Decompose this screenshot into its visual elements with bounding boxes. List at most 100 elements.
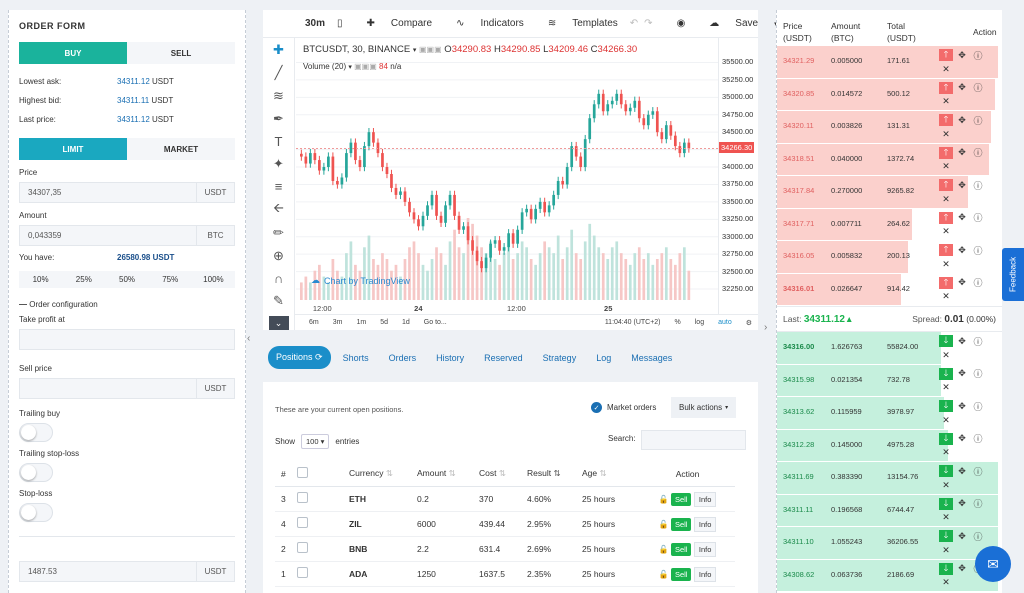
row-price[interactable]: 34321.29 [783, 56, 815, 65]
move-icon[interactable]: ✥ [958, 179, 966, 190]
bottom-total-value[interactable]: 1487.53 [28, 567, 57, 576]
info-icon[interactable]: ⓘ [973, 336, 983, 347]
ask-row[interactable]: 34320.11 0.003826 131.31 🡑 ✥ ⓘ ✕ [777, 111, 1002, 144]
volume-controls-icon[interactable]: ▣▣▣ [354, 62, 377, 71]
range-1d[interactable]: 1d [402, 319, 410, 326]
trendline-icon[interactable]: ╱ [274, 65, 283, 80]
row-price[interactable]: 34311.69 [783, 472, 814, 481]
entries-select[interactable]: 100 ▾ [301, 434, 330, 449]
close-icon[interactable]: ✕ [942, 544, 950, 555]
lock-icon[interactable]: 🔓 [658, 494, 669, 504]
sell-button[interactable]: SELL [127, 42, 235, 64]
price-input-value[interactable]: 34307,35 [28, 188, 62, 197]
row-currency[interactable]: ADA [349, 561, 417, 587]
row-currency[interactable]: ZIL [349, 511, 417, 537]
sell-button[interactable]: Sell [670, 517, 692, 531]
zoom-icon[interactable]: ⊕ [273, 248, 284, 263]
price-chart[interactable] [296, 38, 718, 314]
row-checkbox[interactable] [297, 517, 308, 528]
pct-toggle[interactable]: % [674, 319, 681, 326]
move-icon[interactable]: ✥ [958, 433, 966, 443]
arrow-down-icon[interactable]: 🡓 [939, 465, 953, 477]
feedback-tab[interactable]: Feedback [1002, 248, 1024, 301]
arrow-up-icon[interactable]: 🡑 [939, 211, 953, 224]
limit-button[interactable]: LIMIT [19, 138, 127, 160]
close-icon[interactable]: ✕ [942, 128, 950, 139]
ruler-icon[interactable]: ✏ [273, 225, 284, 240]
info-icon[interactable]: ⓘ [973, 180, 983, 191]
col-result[interactable]: Result ⇅ [527, 462, 582, 487]
sell-button[interactable]: Sell [670, 567, 692, 581]
sell-button[interactable]: Sell [670, 492, 692, 506]
sell-button[interactable]: Sell [670, 542, 692, 556]
percent-100[interactable]: 100% [203, 275, 224, 284]
close-icon[interactable]: ✕ [942, 414, 950, 425]
text-icon[interactable]: T [274, 134, 283, 149]
percent-25[interactable]: 25% [75, 275, 92, 284]
chart-settings-icon[interactable]: ⚙ [745, 319, 752, 327]
trailing-stop-toggle[interactable] [19, 463, 53, 482]
amount-input-value[interactable]: 0,043359 [28, 231, 62, 240]
templates-button[interactable]: ≋ Templates [536, 18, 618, 29]
info-icon[interactable]: ⓘ [973, 466, 983, 477]
tradingview-watermark[interactable]: ☁ Chart by TradingView [311, 275, 410, 286]
price-input[interactable]: 34307,35 USDT [19, 182, 235, 203]
arrow-down-icon[interactable]: 🡓 [939, 530, 953, 542]
collapse-left-icon[interactable]: ‹ [247, 333, 251, 344]
camera-icon[interactable]: ◉ [676, 18, 686, 29]
ask-row[interactable]: 34318.51 0.040000 1372.74 🡑 ✥ ⓘ ✕ [777, 143, 1002, 176]
range-1m[interactable]: 1m [356, 319, 367, 326]
row-checkbox[interactable] [297, 492, 308, 503]
row-price[interactable]: 34308.62 [783, 569, 815, 579]
move-icon[interactable]: ✥ [958, 277, 966, 287]
row-price[interactable]: 34313.62 [783, 407, 815, 416]
ask-row[interactable]: 34317.84 0.270000 9265.82 🡑 ✥ ⓘ ✕ [777, 176, 1002, 209]
tab-orders[interactable]: Orders [388, 352, 417, 363]
row-price[interactable]: 34320.11 [783, 121, 814, 130]
highest-bid-value[interactable]: 34311.11 [117, 96, 150, 105]
tab-strategy[interactable]: Strategy [542, 352, 577, 363]
legend-controls-icon[interactable]: ▣▣▣ [418, 45, 442, 54]
bid-row[interactable]: 34312.28 0.145000 4975.28 🡓 ✥ ⓘ ✕ [777, 429, 1002, 462]
info-icon[interactable]: ⓘ [973, 401, 983, 412]
move-icon[interactable]: ✥ [958, 498, 966, 508]
bulk-actions-button[interactable]: Bulk actions ▾ [671, 397, 737, 418]
auto-toggle[interactable]: auto [718, 319, 732, 326]
info-icon[interactable]: ⓘ [973, 83, 983, 93]
row-price[interactable]: 34311.11 [783, 504, 814, 514]
move-icon[interactable]: ✥ [958, 82, 966, 92]
col-currency[interactable]: Currency ⇅ [349, 462, 417, 487]
clock[interactable]: 11:04:40 (UTC+2) [604, 319, 661, 326]
arrow-down-icon[interactable]: 🡓 [939, 335, 953, 347]
info-icon[interactable]: ⓘ [973, 115, 983, 126]
brush-icon[interactable]: ✒ [273, 111, 284, 126]
percent-50[interactable]: 50% [119, 275, 136, 284]
prediction-icon[interactable]: ≡ [274, 179, 283, 194]
range-3m[interactable]: 3m [332, 319, 343, 326]
info-icon[interactable]: ⓘ [973, 245, 983, 256]
lock-icon[interactable]: ✎ [273, 293, 284, 308]
stop-loss-toggle[interactable] [19, 503, 53, 522]
arrow-down-icon[interactable]: 🡓 [939, 497, 953, 510]
info-icon[interactable]: ⓘ [973, 50, 983, 61]
close-icon[interactable]: ✕ [942, 226, 950, 236]
move-icon[interactable]: ✥ [958, 563, 966, 573]
info-icon[interactable]: ⓘ [973, 278, 983, 288]
move-icon[interactable]: ✥ [958, 335, 966, 346]
row-price[interactable]: 34316.01 [783, 283, 815, 293]
row-price[interactable]: 34317.71 [783, 218, 815, 228]
bid-row[interactable]: 34311.69 0.383390 13154.76 🡓 ✥ ⓘ ✕ [777, 462, 1002, 495]
amount-input[interactable]: 0,043359 BTC [19, 225, 235, 246]
bid-row[interactable]: 34315.98 0.021354 732.78 🡓 ✥ ⓘ ✕ [777, 364, 1002, 397]
col-amount[interactable]: Amount ⇅ [417, 462, 479, 487]
arrow-up-icon[interactable]: 🡑 [939, 114, 953, 126]
tab-reserved[interactable]: Reserved [484, 352, 523, 363]
redo-icon[interactable]: ↷ [644, 18, 653, 29]
close-icon[interactable]: ✕ [942, 349, 950, 360]
ask-row[interactable]: 34316.01 0.026647 914.42 🡑 ✥ ⓘ ✕ [777, 273, 1002, 306]
col-age[interactable]: Age ⇅ [582, 462, 640, 487]
arrow-up-icon[interactable]: 🡑 [939, 49, 953, 61]
ask-row[interactable]: 34321.29 0.005000 171.61 🡑 ✥ ⓘ ✕ [777, 46, 1002, 79]
indicators-button[interactable]: ∿ Indicators [444, 18, 524, 29]
tab-messages[interactable]: Messages [631, 352, 673, 363]
